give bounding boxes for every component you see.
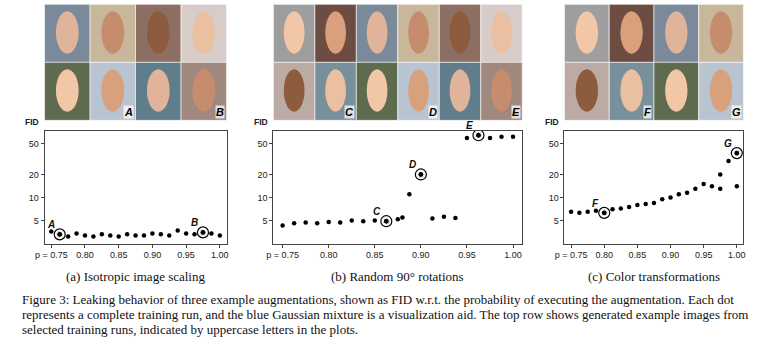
svg-text:0.95: 0.95: [177, 250, 195, 260]
svg-text:20: 20: [549, 170, 559, 180]
svg-text:1.00: 1.00: [504, 250, 522, 260]
svg-text:20: 20: [29, 170, 39, 180]
svg-text:1.00: 1.00: [211, 250, 229, 260]
svg-text:C: C: [373, 206, 381, 217]
svg-text:C: C: [345, 106, 354, 118]
svg-text:FID: FID: [545, 117, 559, 127]
svg-text:50: 50: [258, 139, 268, 149]
svg-text:0.95: 0.95: [695, 250, 713, 260]
svg-text:G: G: [724, 138, 732, 149]
svg-text:0.90: 0.90: [662, 250, 680, 260]
svg-text:0.80: 0.80: [595, 250, 613, 260]
svg-text:B: B: [191, 217, 198, 228]
svg-text:G: G: [732, 106, 741, 118]
svg-text:0.85: 0.85: [110, 250, 128, 260]
svg-text:0.85: 0.85: [366, 250, 384, 260]
svg-text:p = 0.75: p = 0.75: [555, 250, 588, 260]
svg-text:0.80: 0.80: [76, 250, 94, 260]
svg-text:(c) Color transformations: (c) Color transformations: [588, 269, 720, 284]
svg-text:p = 0.75: p = 0.75: [35, 250, 68, 260]
svg-text:50: 50: [549, 139, 559, 149]
svg-text:(b) Random 90° rotations: (b) Random 90° rotations: [331, 269, 464, 284]
svg-text:A: A: [47, 219, 55, 230]
svg-text:E: E: [466, 120, 473, 131]
svg-text:D: D: [429, 106, 437, 118]
svg-text:5: 5: [34, 216, 39, 226]
svg-text:20: 20: [258, 170, 268, 180]
svg-text:0.90: 0.90: [412, 250, 430, 260]
svg-text:(a) Isotropic image scaling: (a) Isotropic image scaling: [66, 269, 205, 284]
svg-text:50: 50: [29, 139, 39, 149]
svg-text:B: B: [216, 106, 224, 118]
svg-text:p = 0.75: p = 0.75: [266, 250, 299, 260]
svg-text:0.85: 0.85: [629, 250, 647, 260]
svg-text:0.90: 0.90: [144, 250, 162, 260]
svg-text:0.95: 0.95: [458, 250, 476, 260]
svg-text:D: D: [409, 159, 416, 170]
svg-text:F: F: [644, 106, 651, 118]
svg-text:10: 10: [549, 193, 559, 203]
svg-text:0.80: 0.80: [320, 250, 338, 260]
html-text:Figure 3: Leaking behavior of: Figure 3: Leaking behavior of three exam…: [22, 292, 749, 337]
svg-text:FID: FID: [254, 117, 268, 127]
svg-text:10: 10: [258, 193, 268, 203]
svg-text:F: F: [592, 198, 599, 209]
svg-text:1.00: 1.00: [728, 250, 746, 260]
svg-text:E: E: [512, 106, 520, 118]
svg-text:A: A: [124, 106, 133, 118]
svg-text:5: 5: [554, 216, 559, 226]
svg-text:10: 10: [29, 193, 39, 203]
svg-text:FID: FID: [25, 117, 39, 127]
svg-text:5: 5: [263, 216, 268, 226]
